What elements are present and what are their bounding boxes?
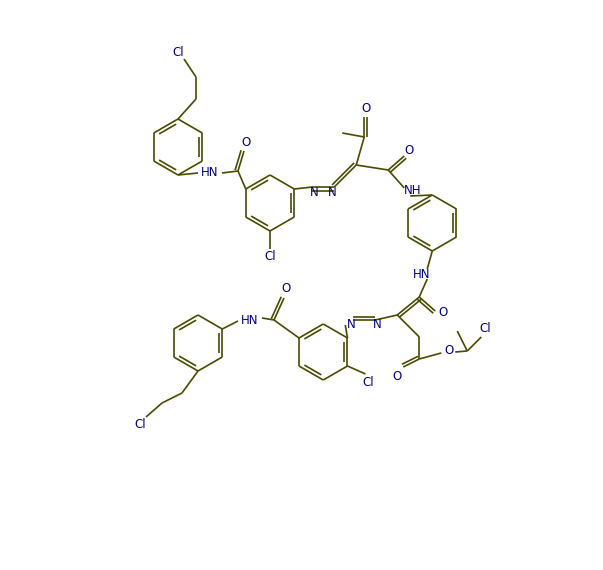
- Text: N: N: [347, 319, 356, 332]
- Text: N: N: [373, 319, 382, 332]
- Text: O: O: [393, 370, 402, 384]
- Text: Cl: Cl: [479, 323, 491, 336]
- Text: N: N: [310, 185, 318, 198]
- Text: HN: HN: [201, 166, 219, 180]
- Text: HN: HN: [241, 315, 259, 328]
- Text: O: O: [282, 283, 291, 295]
- Text: Cl: Cl: [362, 376, 374, 389]
- Text: O: O: [444, 344, 454, 357]
- Text: Cl: Cl: [172, 46, 184, 59]
- Text: O: O: [241, 136, 251, 149]
- Text: HN: HN: [412, 267, 430, 280]
- Text: Cl: Cl: [134, 418, 146, 431]
- Text: Cl: Cl: [264, 250, 276, 263]
- Text: N: N: [328, 185, 336, 198]
- Text: O: O: [405, 144, 414, 157]
- Text: O: O: [438, 307, 448, 320]
- Text: NH: NH: [403, 185, 421, 197]
- Text: O: O: [362, 103, 371, 116]
